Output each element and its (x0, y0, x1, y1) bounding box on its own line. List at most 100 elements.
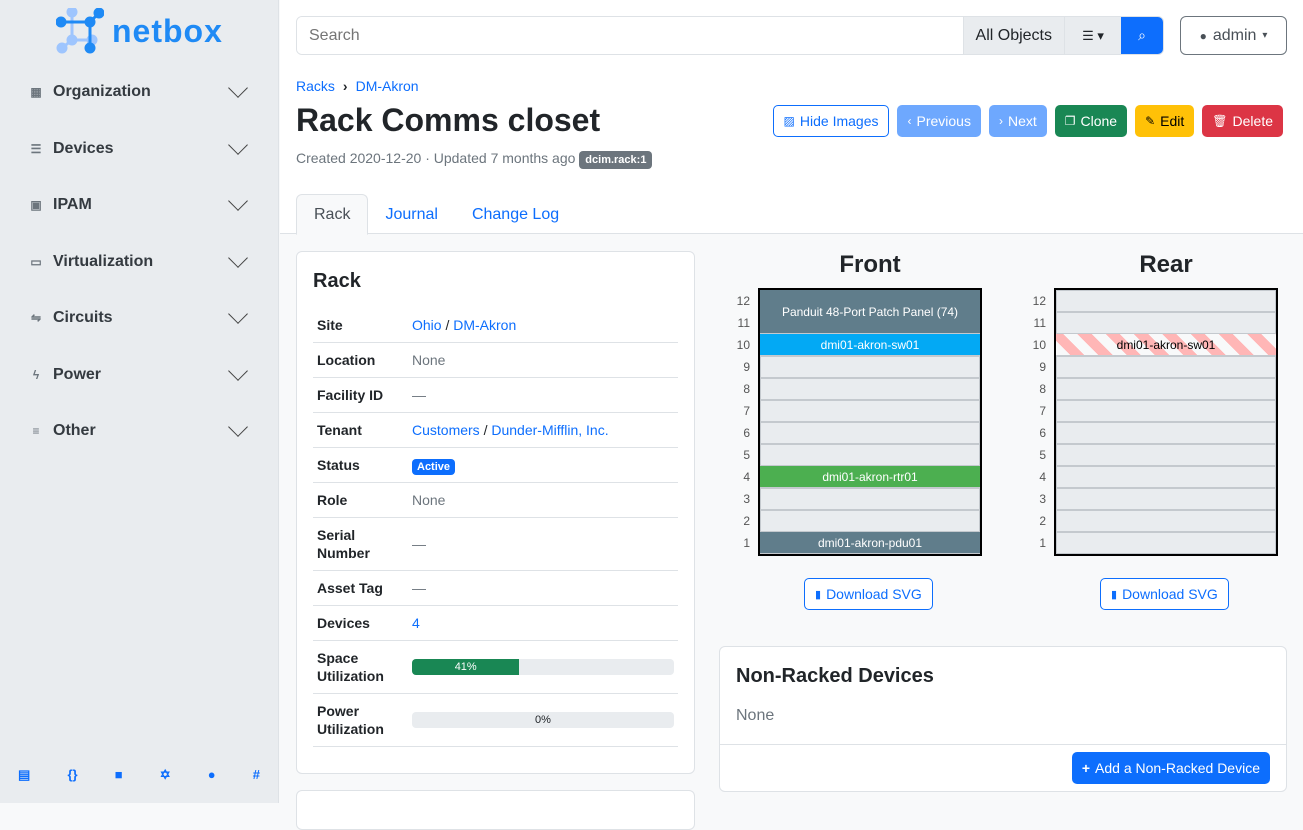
rack-attributes-table: Site Ohio / DM-Akron Location None Facility … (313, 308, 678, 747)
book-icon[interactable]: ▤ (18, 767, 31, 782)
empty-unit[interactable] (760, 356, 980, 378)
unit-number: 1 (743, 536, 750, 550)
page-title: Rack Comms closet (296, 102, 601, 138)
empty-unit[interactable] (760, 510, 980, 532)
unit-number: 7 (743, 404, 750, 418)
sidebar-item-power[interactable]: ϟ Power (0, 347, 279, 404)
empty-unit[interactable] (1056, 290, 1276, 312)
netbox-logo[interactable]: netbox (56, 8, 223, 54)
user-menu-button[interactable]: ● admin ▾ (1180, 16, 1287, 55)
github-icon[interactable]: ● (207, 767, 216, 782)
tab-change-log[interactable]: Change Log (471, 205, 560, 223)
sidebar-item-organization[interactable]: ▦ Organization (0, 64, 279, 121)
docs-icon[interactable]: ■ (114, 767, 123, 782)
server-icon: ☰ (30, 141, 42, 156)
clone-button[interactable]: ❐ Clone (1054, 105, 1128, 137)
empty-unit[interactable] (1056, 466, 1276, 488)
breadcrumb-site[interactable]: DM-Akron (355, 78, 419, 94)
sidebar-item-other[interactable]: ≡ Other (0, 403, 279, 460)
graphql-icon[interactable]: ✡ (159, 767, 171, 782)
add-non-racked-device-button[interactable]: + Add a Non-Racked Device (1071, 752, 1270, 784)
chevron-down-icon (228, 304, 248, 325)
slack-icon[interactable]: # (252, 767, 260, 782)
attr-link[interactable]: Dunder-Mifflin, Inc. (491, 422, 609, 438)
table-row: Power Utilization 0% (313, 693, 678, 747)
tab-rack[interactable]: Rack (296, 194, 369, 235)
unit-number: 2 (743, 514, 750, 528)
unit-number: 4 (1039, 470, 1046, 484)
attr-label: Role (313, 482, 408, 518)
table-row: Serial Number — (313, 517, 678, 571)
empty-unit[interactable] (760, 422, 980, 444)
sidebar-item-virtualization[interactable]: ▭ Virtualization (0, 234, 279, 291)
empty-unit[interactable] (760, 378, 980, 400)
download-svg-rear-button[interactable]: ▮ Download SVG (1100, 578, 1229, 610)
empty-unit[interactable] (1056, 444, 1276, 466)
sidebar-item-circuits[interactable]: ⇋ Circuits (0, 290, 279, 347)
table-row: Status Active (313, 447, 678, 483)
hide-images-button[interactable]: ▨ Hide Images (772, 105, 890, 137)
tab-journal[interactable]: Journal (385, 205, 438, 223)
filter-dropdown-button[interactable]: ☰ ▾ (1064, 17, 1121, 54)
attr-value: 4 (408, 605, 678, 641)
file-image-icon: ▨ (783, 114, 795, 128)
table-row: Devices 4 (313, 605, 678, 641)
empty-unit[interactable] (1056, 532, 1276, 554)
next-button[interactable]: › Next (988, 105, 1047, 137)
sidebar-item-ipam[interactable]: ▣ IPAM (0, 177, 279, 234)
empty-unit[interactable] (1056, 422, 1276, 444)
search-input[interactable] (297, 17, 963, 54)
empty-unit[interactable] (1056, 488, 1276, 510)
empty-unit[interactable] (1056, 510, 1276, 532)
attr-label: Status (313, 447, 408, 483)
flash-icon: ϟ (32, 367, 40, 382)
unit-number: 10 (736, 338, 750, 352)
username: admin (1212, 26, 1257, 44)
empty-unit[interactable] (1056, 378, 1276, 400)
table-row: Tenant Customers / Dunder-Mifflin, Inc. (313, 412, 678, 448)
download-svg-front-button[interactable]: ▮ Download SVG (804, 578, 933, 610)
rack-device[interactable]: dmi01-akron-sw01 (1056, 334, 1276, 356)
edit-button[interactable]: ✎ Edit (1135, 105, 1195, 137)
next-card (296, 790, 695, 830)
attr-label: Facility ID (313, 377, 408, 413)
plus-icon: + (1081, 760, 1091, 776)
sidebar-item-devices[interactable]: ☰ Devices (0, 121, 279, 178)
rack-elevation-front: Panduit 48-Port Patch Panel (74) dmi01-ak… (758, 288, 982, 556)
utilization-bar: 0% (412, 712, 674, 728)
domain-icon: ▦ (30, 85, 42, 100)
status-badge: Active (412, 459, 456, 475)
empty-unit[interactable] (1056, 400, 1276, 422)
download-label: Download SVG (826, 586, 922, 602)
previous-button[interactable]: ‹ Previous (897, 105, 981, 137)
rack-device[interactable]: dmi01-akron-sw01 (760, 334, 980, 356)
breadcrumb-racks[interactable]: Racks (296, 78, 335, 94)
unit-number: 11 (1033, 316, 1046, 330)
chevron-right-icon: › (342, 78, 348, 94)
table-row: Asset Tag — (313, 570, 678, 606)
empty-unit[interactable] (760, 400, 980, 422)
rack-device[interactable]: dmi01-akron-pdu01 (760, 532, 980, 554)
object-type-select[interactable]: All Objects (962, 17, 1064, 54)
empty-unit[interactable] (1056, 356, 1276, 378)
breadcrumb: Racks › DM-Akron (296, 78, 419, 94)
delete-button[interactable]: 🗑 Delete (1202, 105, 1283, 137)
unit-number: 3 (743, 492, 750, 506)
front-title: Front (839, 251, 901, 278)
empty-unit[interactable] (760, 488, 980, 510)
attr-link[interactable]: Customers (412, 422, 480, 438)
empty-unit[interactable] (760, 444, 980, 466)
attr-link[interactable]: DM-Akron (453, 317, 517, 333)
attr-value: — (408, 570, 678, 606)
rack-device[interactable]: dmi01-akron-rtr01 (760, 466, 980, 488)
search-button[interactable]: ⌕ (1121, 17, 1163, 54)
attr-link[interactable]: 4 (412, 615, 420, 631)
rack-device[interactable]: Panduit 48-Port Patch Panel (74) (760, 290, 980, 334)
attr-link[interactable]: Ohio (412, 317, 442, 333)
chevron-left-icon: ‹ (907, 114, 912, 128)
attr-label: Site (313, 308, 408, 343)
unit-number: 12 (736, 294, 750, 308)
api-icon[interactable]: {} (67, 767, 78, 782)
empty-unit[interactable] (1056, 312, 1276, 334)
attr-value: — (408, 517, 678, 571)
